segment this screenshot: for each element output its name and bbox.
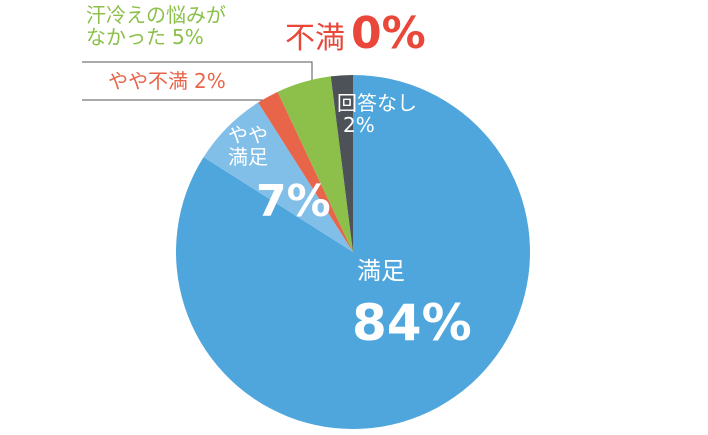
category-label: やや不満 xyxy=(108,69,188,93)
value-label: 0% xyxy=(351,8,426,59)
slice-label: やや満足 xyxy=(228,124,272,168)
value-label: 84% xyxy=(352,294,472,352)
slice-label: 回答なし2% xyxy=(337,92,423,136)
value-label: 2% xyxy=(343,113,375,137)
slice-label: 満足 xyxy=(357,258,417,284)
pie-slice xyxy=(258,91,353,252)
slice-label: 汗冷えの悩みがなかった 5% xyxy=(86,4,236,48)
value-label: 5% xyxy=(172,25,204,49)
category-label: やや満足 xyxy=(228,123,268,169)
value-label: 7% xyxy=(256,176,331,227)
pie-slice xyxy=(277,76,353,253)
pie-slice xyxy=(203,102,353,252)
category-label: 満足 xyxy=(357,257,405,285)
slice-label: 不満 0% xyxy=(285,8,485,59)
leader-line xyxy=(82,99,263,104)
pie-slice xyxy=(330,75,353,252)
value-label: 2% xyxy=(194,69,226,93)
category-label: 不満 xyxy=(285,21,345,56)
category-label: 汗冷えの悩みがなかった xyxy=(86,3,226,49)
slice-label: やや不満 2% xyxy=(108,70,308,92)
category-label: 回答なし xyxy=(337,91,417,115)
